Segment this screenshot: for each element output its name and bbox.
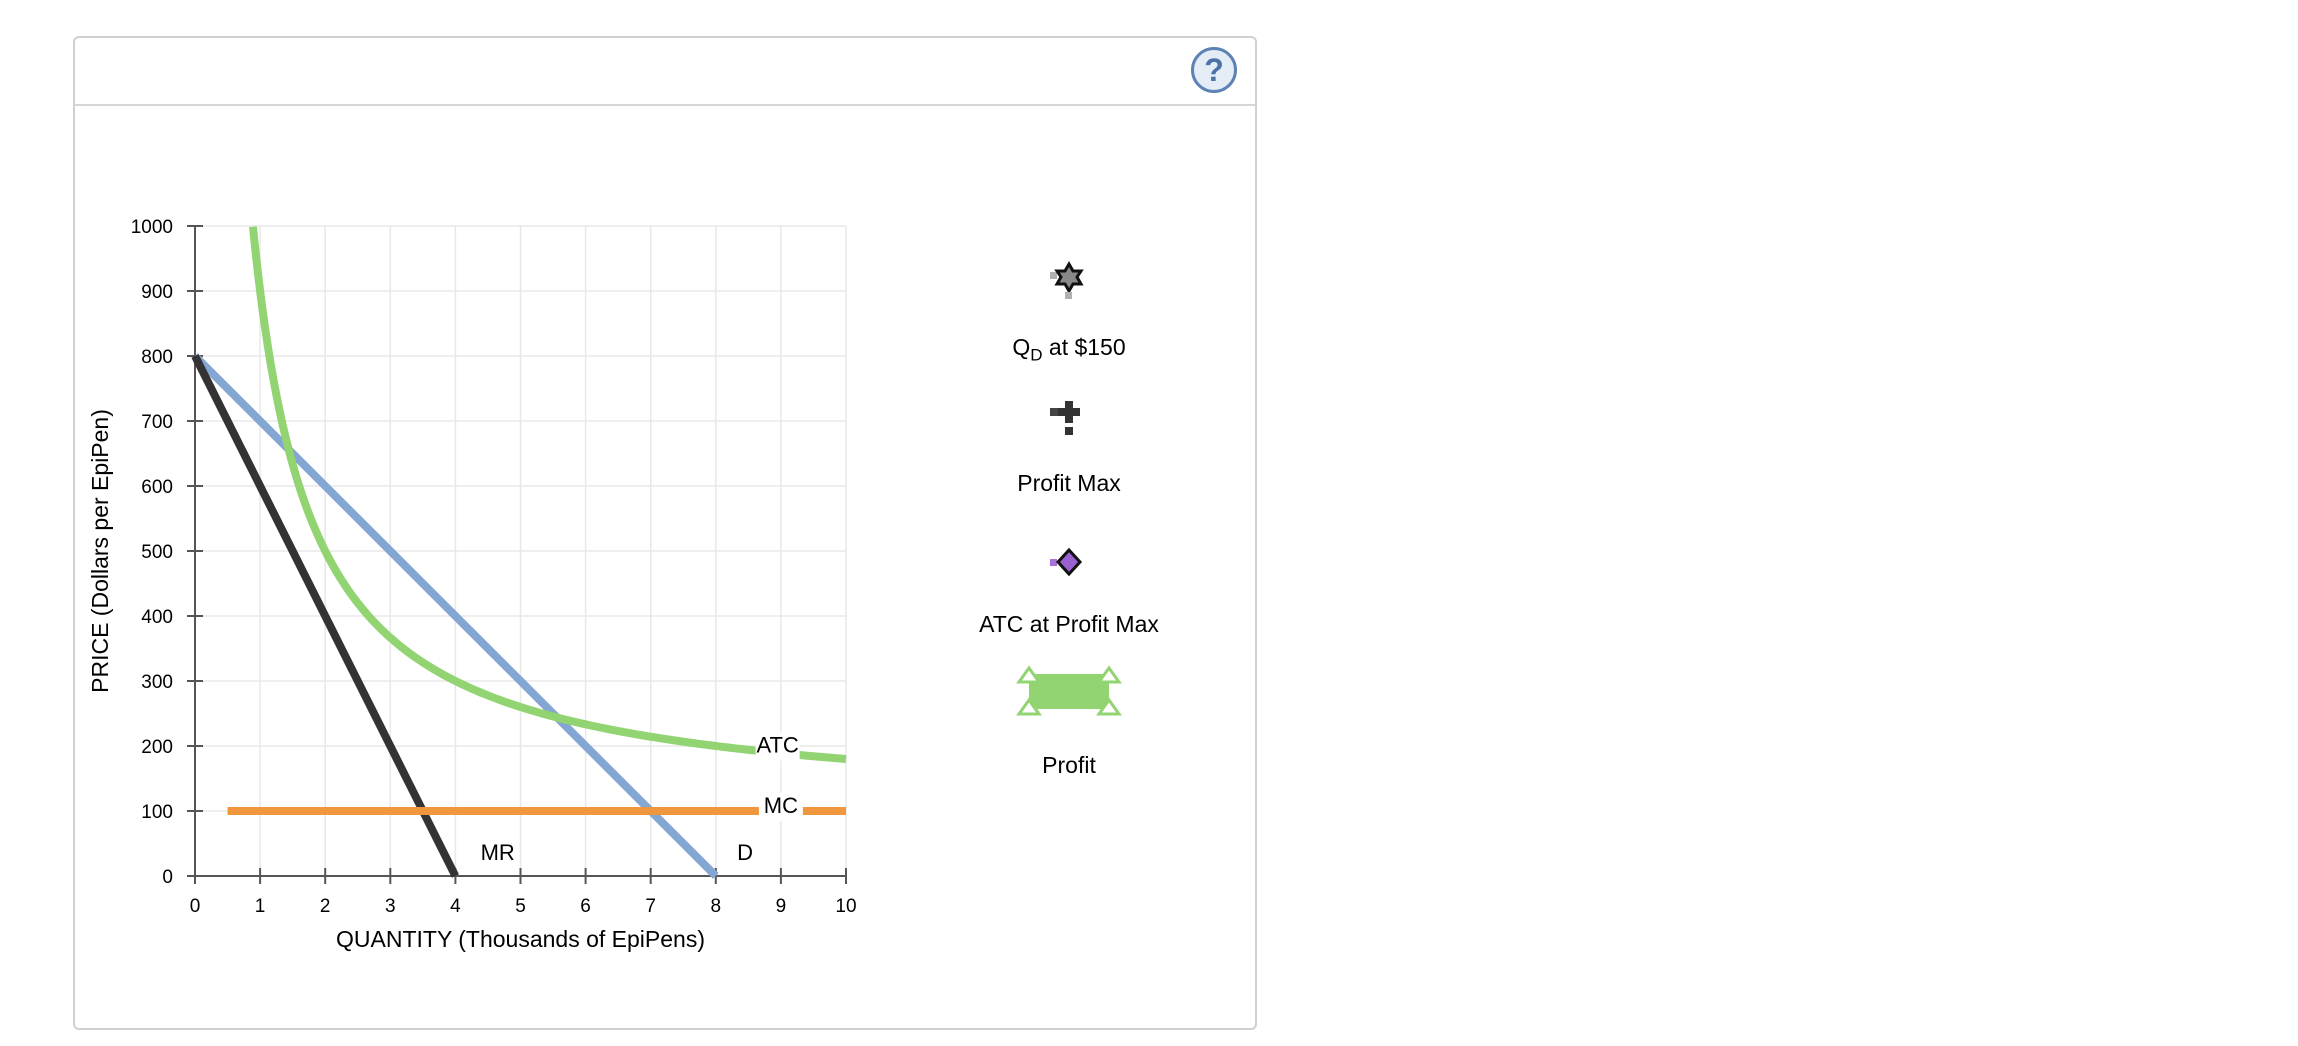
y-tick-label: 500 xyxy=(141,542,173,563)
curve-label-atc: ATC xyxy=(756,733,798,758)
y-axis-title: PRICE (Dollars per EpiPen) xyxy=(87,409,113,693)
x-tick-label: 1 xyxy=(255,896,266,917)
curve-label-bg xyxy=(758,792,803,821)
x-tick-label: 2 xyxy=(320,896,331,917)
curve-d xyxy=(192,353,719,879)
curves xyxy=(191,226,847,879)
y-tick-label: 0 xyxy=(162,867,173,888)
x-tick-label: 8 xyxy=(711,896,722,917)
atc-profit-max-label: ATC at Profit Max xyxy=(979,611,1159,637)
y-tick-label: 300 xyxy=(141,672,173,693)
x-tick-label: 4 xyxy=(450,896,461,917)
curve-label-d: D xyxy=(737,840,753,865)
x-tick-label: 0 xyxy=(190,896,201,917)
curve-label-mc: MC xyxy=(764,793,798,818)
profit-max-label: Profit Max xyxy=(1017,470,1121,496)
atc-profit-max-diamond-icon xyxy=(1050,547,1083,577)
y-tick-label: 800 xyxy=(141,347,173,368)
curve-mr xyxy=(191,354,459,878)
x-tick-label: 5 xyxy=(515,896,526,917)
y-tick-label: 700 xyxy=(141,412,173,433)
curve-atc xyxy=(248,226,847,763)
qd-tool[interactable] xyxy=(1039,252,1099,302)
y-tick-label: 100 xyxy=(141,802,173,823)
axes: 0 1 2 3 4 5 6 7 8 9 100100200300400500600700800900… xyxy=(87,217,857,952)
x-tick-label: 9 xyxy=(776,896,787,917)
panel-header: ? xyxy=(75,38,1255,106)
graph-panel: ? 0 1 2 3 4 5 6 7 8 9 10 0 100 200 300 400 500 600 700 800 9… xyxy=(73,36,1257,1030)
qd-label: QD at $150 xyxy=(1012,334,1126,365)
curve-label-bg xyxy=(755,732,800,761)
y-tick-label: 600 xyxy=(141,477,173,498)
x-tick-label: 10 xyxy=(835,896,856,917)
x-tick-label: 7 xyxy=(645,896,656,917)
profit-max-cross-icon xyxy=(1050,401,1080,435)
atc-profit-max-tool[interactable] xyxy=(1039,536,1099,586)
x-tick-label: 3 xyxy=(385,896,396,917)
curve-labels: D MR MC ATC xyxy=(481,732,803,865)
profit-label: Profit xyxy=(1042,752,1096,778)
y-tick-label: 400 xyxy=(141,607,173,628)
y-tick-label: 900 xyxy=(141,282,173,303)
help-button[interactable]: ? xyxy=(1191,47,1237,93)
profit-max-tool[interactable] xyxy=(1039,394,1099,444)
x-axis-title: QUANTITY (Thousands of EpiPens) xyxy=(336,926,705,952)
y-tick-label: 1000 xyxy=(131,217,173,238)
x-tick-label: 6 xyxy=(580,896,591,917)
curve-label-mr: MR xyxy=(481,840,515,865)
y-tick-label: 200 xyxy=(141,737,173,758)
chart: 0 1 2 3 4 5 6 7 8 9 100100200300400500600700800900… xyxy=(87,217,857,952)
qd-star-icon xyxy=(1050,260,1084,299)
profit-tool[interactable] xyxy=(1009,660,1129,720)
profit-rectangle-icon xyxy=(1016,665,1122,716)
